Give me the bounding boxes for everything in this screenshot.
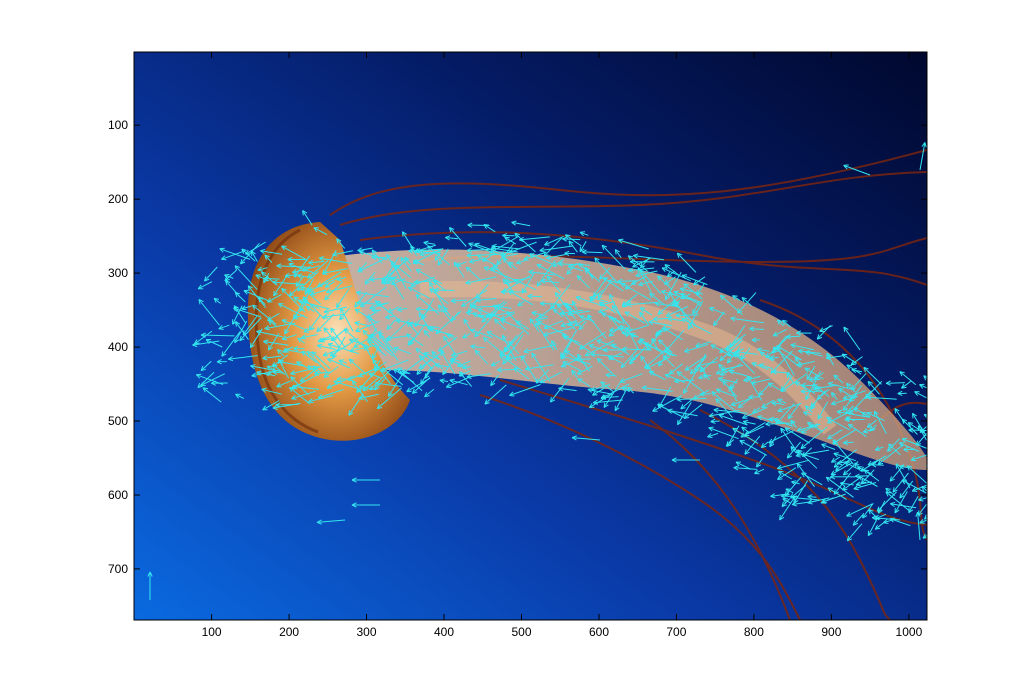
x-tick-label: 100 <box>202 625 222 639</box>
x-tick-label: 300 <box>356 625 376 639</box>
x-tick-10: 1000 <box>896 52 923 639</box>
x-tick-label: 800 <box>744 625 764 639</box>
y-tick-label: 200 <box>108 192 128 206</box>
y-tick-label: 300 <box>108 266 128 280</box>
y-tick-5: 500 <box>108 414 927 428</box>
x-tick-label: 200 <box>279 625 299 639</box>
y-tick-1: 100 <box>108 118 927 132</box>
y-tick-label: 100 <box>108 118 128 132</box>
x-tick-3: 300 <box>356 52 377 639</box>
x-tick-1: 100 <box>202 52 222 639</box>
y-tick-6: 600 <box>108 488 927 502</box>
y-tick-7: 700 <box>108 562 927 576</box>
y-tick-label: 600 <box>108 488 128 502</box>
axes-frame <box>133 51 928 621</box>
x-tick-9: 900 <box>821 52 842 639</box>
x-tick-2: 200 <box>279 52 299 639</box>
x-tick-7: 700 <box>666 52 687 639</box>
y-tick-label: 500 <box>108 414 128 428</box>
x-tick-label: 400 <box>434 625 454 639</box>
y-tick-label: 700 <box>108 562 128 576</box>
y-tick-2: 200 <box>108 192 927 206</box>
x-tick-label: 1000 <box>896 625 923 639</box>
y-tick-3: 300 <box>108 266 927 280</box>
x-axis: 100 200 300 400 500 600 700 800 900 1000 <box>202 52 923 639</box>
motion-vectors <box>147 142 927 600</box>
x-tick-label: 500 <box>511 625 531 639</box>
y-axis: 100 200 300 400 500 600 700 <box>108 118 927 576</box>
x-tick-label: 600 <box>589 625 609 639</box>
x-tick-5: 500 <box>511 52 532 639</box>
jellyfish-photo <box>134 52 927 620</box>
x-tick-8: 800 <box>744 52 764 639</box>
x-tick-label: 700 <box>666 625 686 639</box>
x-tick-label: 900 <box>821 625 841 639</box>
x-tick-4: 400 <box>434 52 454 639</box>
y-tick-label: 400 <box>108 340 128 354</box>
y-tick-4: 400 <box>108 340 927 354</box>
x-tick-6: 600 <box>589 52 609 639</box>
